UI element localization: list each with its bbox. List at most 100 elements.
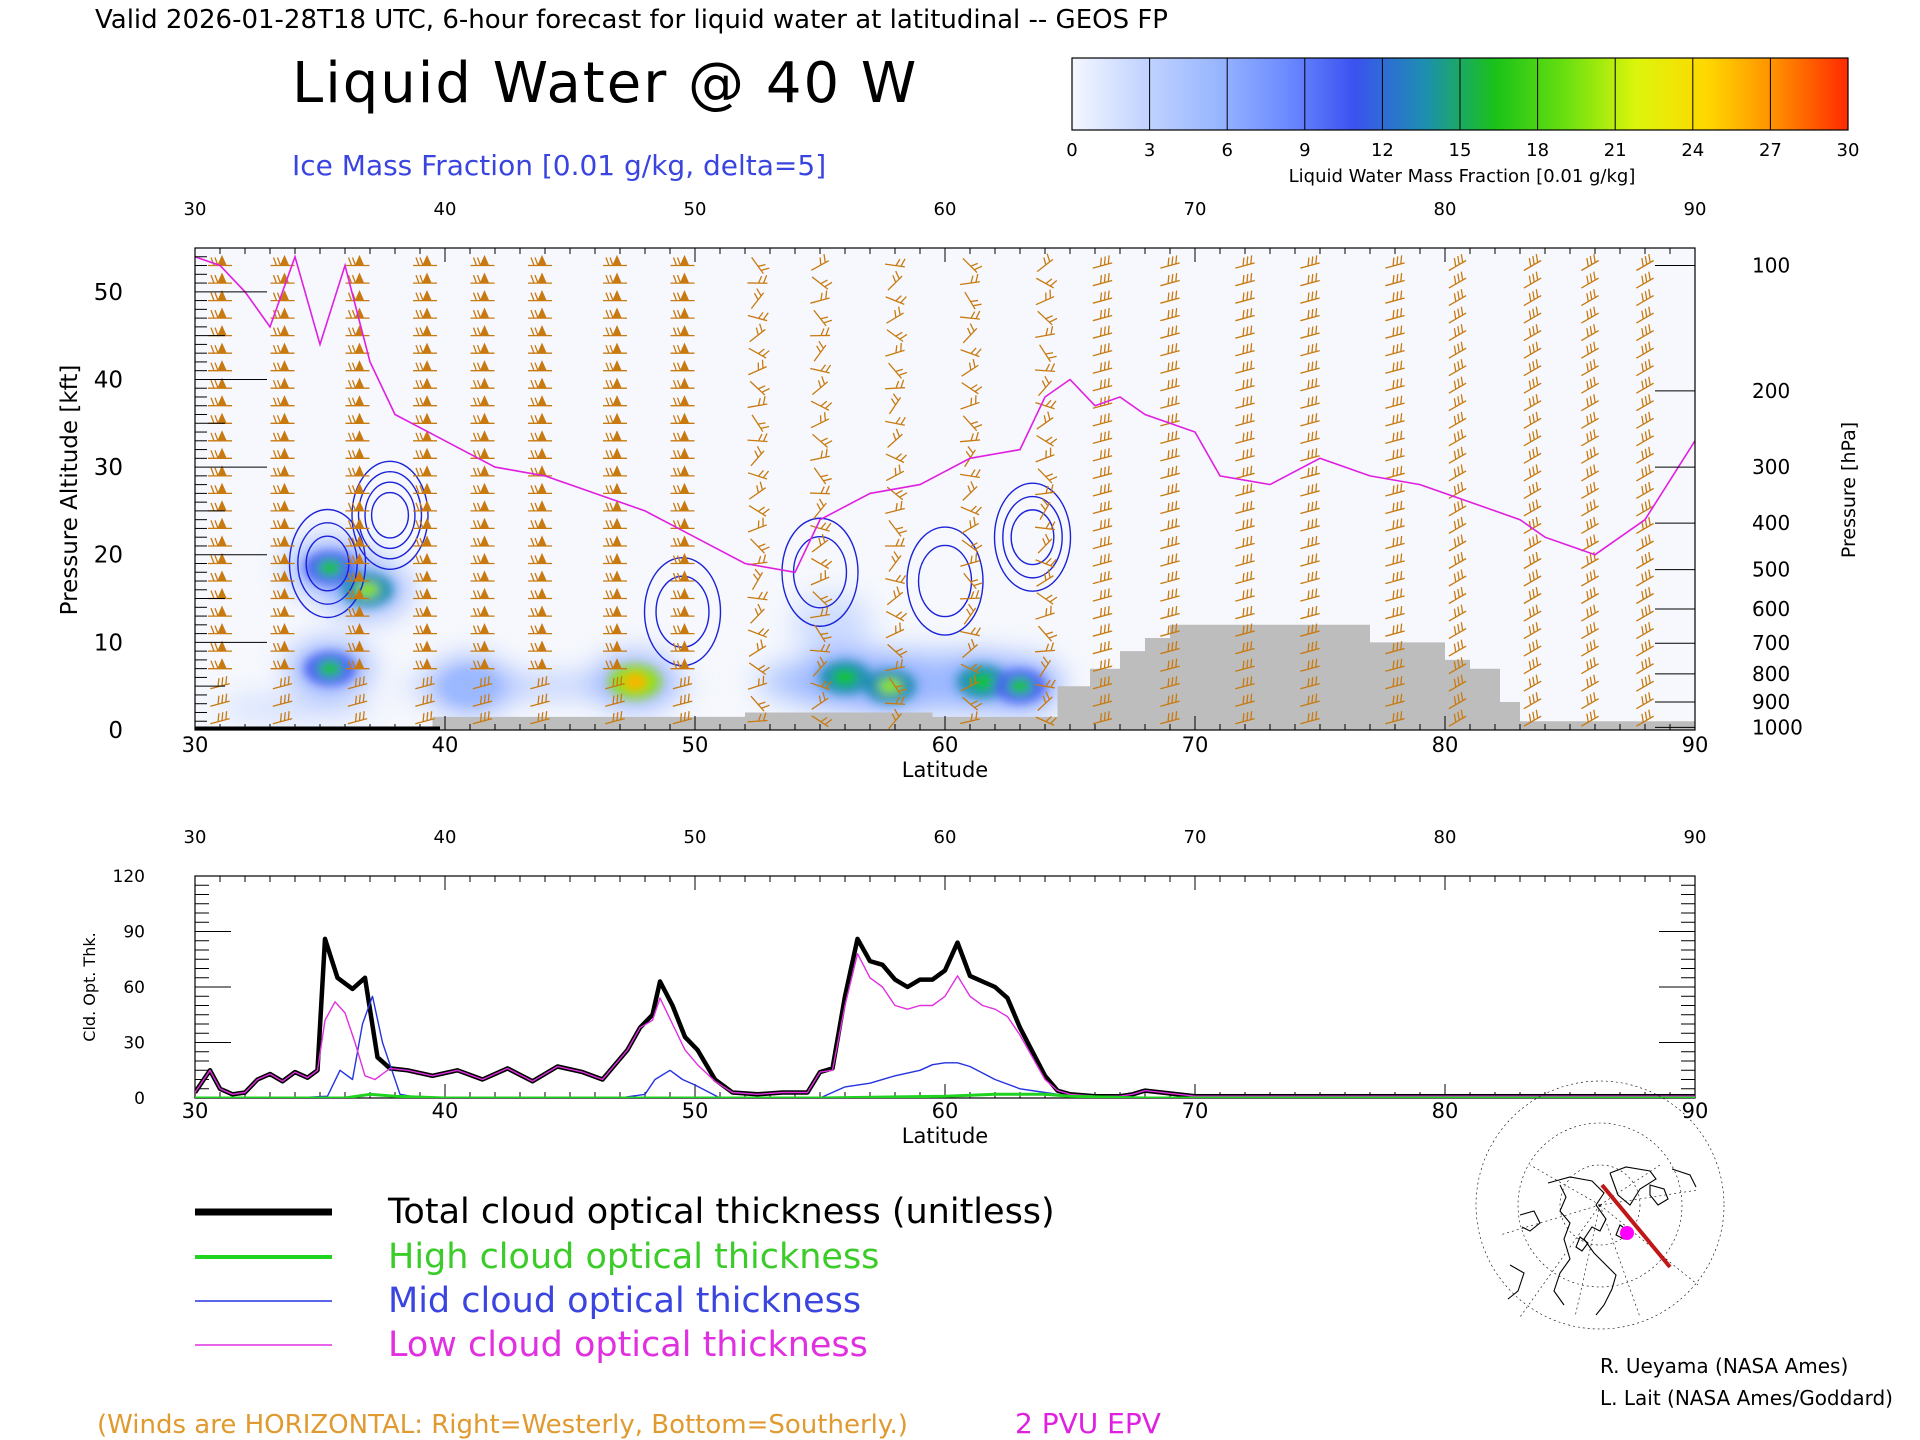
barb-glyph xyxy=(1448,569,1467,587)
barb-glyph xyxy=(1581,499,1599,517)
barb-glyph xyxy=(1581,446,1599,464)
wind-barb xyxy=(415,676,435,690)
wind-barb xyxy=(470,605,495,617)
barb-glyph xyxy=(1523,359,1542,377)
ice-contour-level xyxy=(351,460,429,570)
barb-glyph xyxy=(812,591,833,606)
barb-glyph xyxy=(1385,413,1405,427)
barb-glyph xyxy=(1160,448,1180,462)
pressure-label: Pressure [hPa] xyxy=(1838,422,1860,558)
wind-barb xyxy=(1523,586,1542,605)
barb-glyph xyxy=(603,430,627,442)
wind-barb xyxy=(1448,376,1467,394)
wind-barb xyxy=(1160,343,1180,357)
barb-glyph xyxy=(1636,481,1654,499)
barb-glyph xyxy=(960,347,982,358)
barb-glyph xyxy=(1448,499,1467,517)
barb-glyph xyxy=(885,416,906,426)
wind-barb xyxy=(603,658,627,670)
barb-glyph xyxy=(528,324,552,337)
barb-glyph xyxy=(270,430,295,442)
wind-barb xyxy=(1160,553,1180,567)
barb-glyph xyxy=(1448,639,1467,657)
barb-glyph xyxy=(751,257,770,274)
barb-glyph xyxy=(530,676,550,690)
barb-glyph xyxy=(888,551,902,572)
wind-barb xyxy=(670,640,695,652)
barb-glyph xyxy=(1300,413,1320,427)
wind-barb xyxy=(1636,411,1654,429)
barb-glyph xyxy=(1385,430,1405,445)
barb-glyph xyxy=(1035,715,1057,726)
wind-barb xyxy=(1300,535,1320,550)
wind-barb xyxy=(1523,289,1542,307)
wind-barb xyxy=(1092,343,1113,357)
barb-glyph xyxy=(888,708,902,730)
barb-glyph xyxy=(1037,375,1053,397)
barb-glyph xyxy=(960,663,983,674)
barb-glyph xyxy=(960,711,980,725)
barb-glyph xyxy=(472,676,493,690)
wind-barb xyxy=(603,447,627,459)
wind-barb xyxy=(1160,378,1180,392)
barb-glyph xyxy=(1235,588,1255,602)
wind-barb xyxy=(470,342,495,354)
barb-glyph xyxy=(345,254,370,267)
wind-barb xyxy=(345,622,370,635)
barb-glyph xyxy=(1160,500,1180,515)
wind-barb xyxy=(1092,360,1113,374)
barb-glyph xyxy=(1300,430,1320,445)
wind-barb xyxy=(1523,376,1542,394)
wind-barb xyxy=(1092,395,1113,409)
barb-glyph xyxy=(1523,534,1542,552)
wind-barb xyxy=(272,676,293,690)
locator-map xyxy=(1475,1080,1725,1330)
wind-barb xyxy=(270,430,295,442)
barb-glyph xyxy=(670,324,695,337)
barb-glyph xyxy=(885,453,907,464)
wind-barb xyxy=(1300,483,1320,497)
barb-glyph xyxy=(1523,429,1542,447)
wind-barb xyxy=(1448,657,1467,675)
barb-glyph xyxy=(747,275,768,284)
wind-barb xyxy=(345,430,370,442)
wind-barb xyxy=(345,412,370,424)
barb-glyph xyxy=(415,676,435,690)
wind-barb xyxy=(270,377,295,389)
wind-barb xyxy=(470,640,495,652)
barb-glyph xyxy=(208,307,232,319)
wind-barb xyxy=(747,675,768,690)
barb-glyph xyxy=(1385,343,1405,357)
barb-glyph xyxy=(962,257,983,274)
wind-barb xyxy=(962,638,978,659)
barb-glyph xyxy=(887,428,903,448)
wind-barb xyxy=(270,254,295,267)
barb-glyph xyxy=(1092,588,1113,602)
wind-barb xyxy=(1035,605,1055,620)
wind-barb xyxy=(603,395,627,407)
ice-contour-level xyxy=(1002,495,1063,579)
barb-glyph xyxy=(345,272,370,284)
wind-barb xyxy=(1448,639,1467,657)
barb-glyph xyxy=(1581,604,1599,622)
barb-glyph xyxy=(1636,639,1654,657)
wind-barb xyxy=(1235,413,1255,427)
wind-barb xyxy=(470,412,495,424)
barb-glyph xyxy=(208,605,232,617)
barb-glyph xyxy=(603,377,627,389)
wind-barb xyxy=(747,470,770,480)
barb-glyph xyxy=(670,658,695,670)
barb-glyph xyxy=(670,570,695,582)
barb-glyph xyxy=(1092,290,1113,304)
wind-barb xyxy=(1300,413,1320,427)
barb-glyph xyxy=(208,517,232,530)
barb-glyph xyxy=(1092,307,1113,322)
barb-glyph xyxy=(1385,378,1405,392)
wind-barb xyxy=(1385,483,1405,497)
barb-glyph xyxy=(1636,341,1654,359)
wind-barb xyxy=(415,693,435,707)
barb-glyph xyxy=(1581,709,1599,727)
barb-glyph xyxy=(603,289,627,302)
wind-barb xyxy=(1160,290,1180,304)
wind-barb xyxy=(960,273,980,286)
